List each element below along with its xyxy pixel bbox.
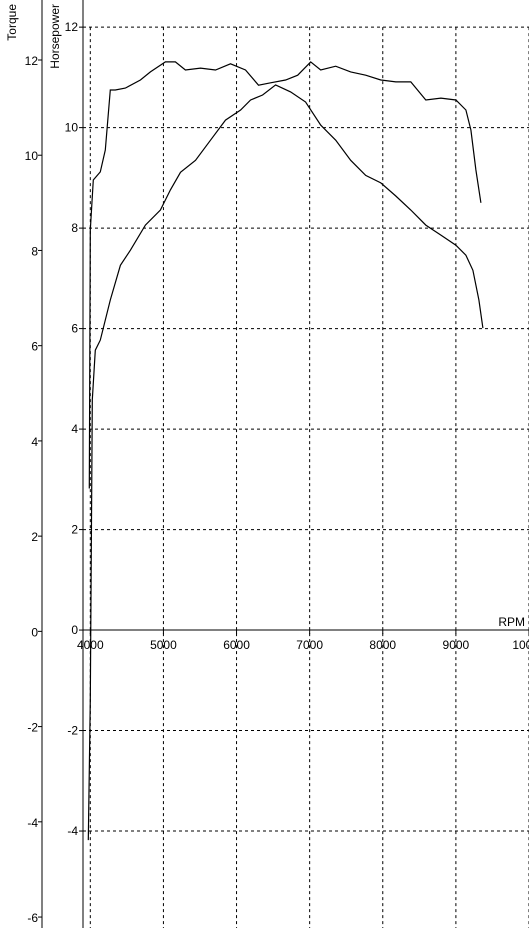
y-tick-label: 10 — [25, 149, 39, 163]
y2-tick-label: -4 — [67, 824, 78, 838]
y2-tick-label: 6 — [71, 322, 78, 336]
y-tick-label: 8 — [31, 244, 38, 258]
series-line — [87, 84, 484, 841]
y-tick-label: -4 — [27, 816, 38, 830]
y2-tick-label: 10 — [65, 121, 79, 135]
y-tick-label: 0 — [31, 625, 38, 639]
y-tick-label: 6 — [31, 340, 38, 354]
y2-tick-label: 8 — [71, 221, 78, 235]
y2-axis-label: Horsepower — [48, 4, 62, 69]
y2-tick-label: 4 — [71, 422, 78, 436]
x-tick-label: 10000 — [512, 638, 529, 652]
y-tick-label: -2 — [27, 721, 38, 735]
x-axis-label: RPM — [498, 615, 525, 629]
y-tick-label: 12 — [25, 54, 39, 68]
series-line — [88, 61, 482, 489]
x-tick-label: 6000 — [223, 638, 250, 652]
y2-tick-label: 12 — [65, 20, 79, 34]
y-tick-label: 2 — [31, 530, 38, 544]
x-tick-label: 9000 — [443, 638, 470, 652]
x-tick-label: 7000 — [296, 638, 323, 652]
y2-tick-label: 2 — [71, 523, 78, 537]
x-tick-label: 5000 — [150, 638, 177, 652]
y-tick-label: -6 — [27, 911, 38, 925]
y-tick-label: 4 — [31, 435, 38, 449]
y2-tick-label: -2 — [67, 724, 78, 738]
y2-tick-label: 0 — [71, 623, 78, 637]
x-tick-label: 8000 — [369, 638, 396, 652]
y-axis-label: Torque — [5, 4, 19, 41]
